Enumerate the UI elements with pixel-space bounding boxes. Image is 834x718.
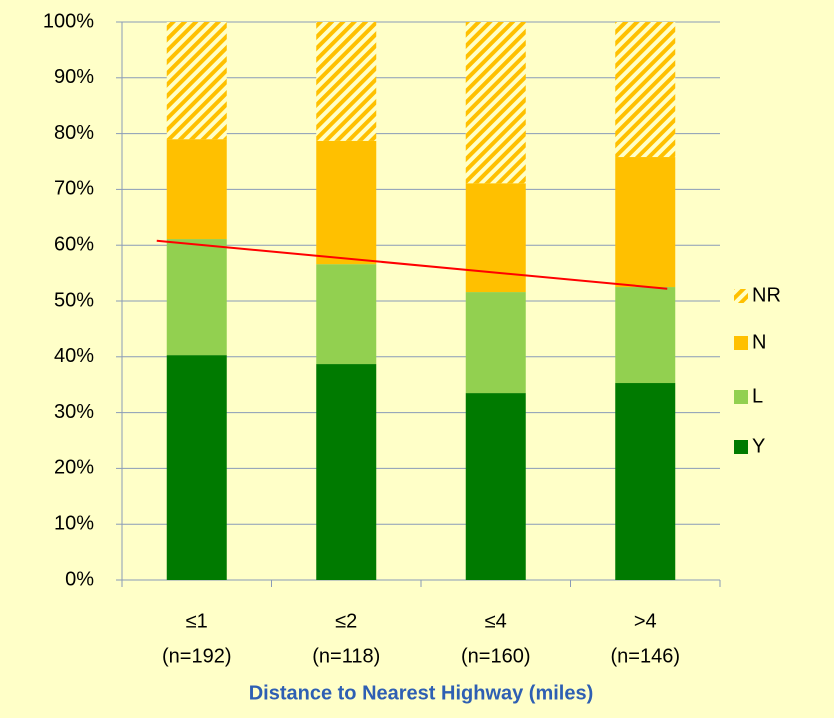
x-axis-title: Distance to Nearest Highway (miles) — [249, 682, 594, 704]
legend-swatch — [734, 336, 748, 350]
legend-label: NR — [752, 284, 781, 306]
legend-label: N — [752, 331, 766, 353]
y-tick-label: 100% — [43, 10, 94, 32]
x-tick-sublabel: (n=160) — [461, 645, 531, 667]
bar-segment — [615, 287, 676, 384]
bar-segment — [465, 393, 526, 580]
x-tick-sublabel: (n=146) — [611, 645, 681, 667]
x-tick-label: ≤2 — [335, 610, 357, 632]
bar-segment — [615, 22, 676, 158]
bar-segment — [465, 292, 526, 394]
bar-segment — [316, 264, 377, 365]
trend-line — [156, 239, 668, 290]
bar-segment — [166, 355, 227, 580]
x-tick-label: >4 — [634, 610, 657, 632]
x-tick-label: ≤4 — [485, 610, 507, 632]
y-tick-label: 70% — [54, 178, 94, 200]
legend-swatch — [734, 289, 748, 303]
legend-label: Y — [752, 435, 765, 457]
bar-segment — [166, 239, 227, 356]
y-tick-label: 90% — [54, 66, 94, 88]
x-tick-sublabel: (n=192) — [162, 645, 232, 667]
legend-swatch — [734, 390, 748, 404]
bar-segment — [615, 383, 676, 580]
y-tick-label: 0% — [65, 568, 94, 590]
bar-segment — [166, 22, 227, 140]
legend-swatch — [734, 440, 748, 454]
bar-segment — [615, 157, 676, 288]
y-tick-label: 50% — [54, 289, 94, 311]
y-tick-label: 30% — [54, 401, 94, 423]
bar-segment — [316, 364, 377, 580]
x-tick-label: ≤1 — [186, 610, 208, 632]
x-tick-sublabel: (n=118) — [312, 645, 380, 667]
bar-segment — [316, 140, 377, 265]
bar-segment — [465, 22, 526, 184]
y-tick-label: 60% — [54, 233, 94, 255]
bar-segment — [465, 183, 526, 293]
legend-label: L — [752, 385, 763, 407]
bar-segment — [166, 139, 227, 240]
y-tick-label: 40% — [54, 345, 94, 367]
y-tick-label: 10% — [54, 512, 94, 534]
bar-segment — [316, 22, 377, 141]
y-tick-label: 20% — [54, 457, 94, 479]
y-tick-label: 80% — [54, 122, 94, 144]
